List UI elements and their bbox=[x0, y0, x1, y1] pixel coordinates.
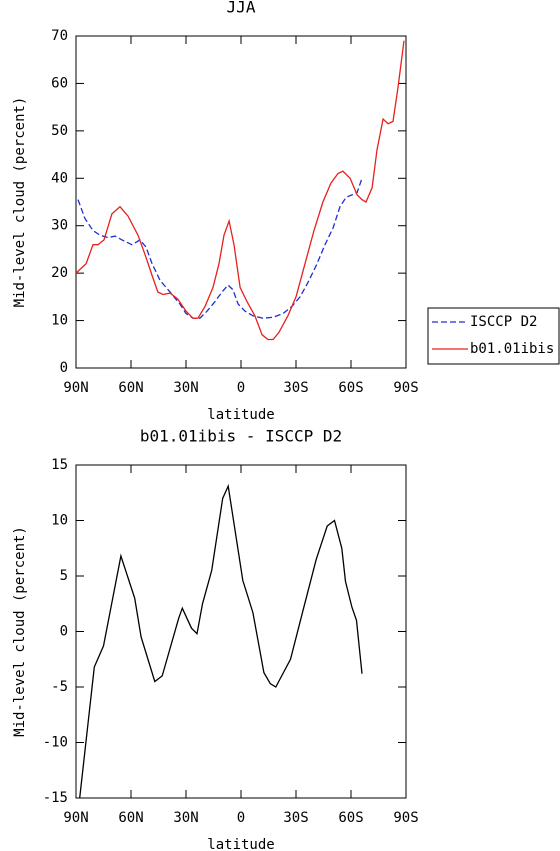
x-tick-label: 60S bbox=[338, 810, 363, 826]
x-tick-label: 90N bbox=[63, 810, 88, 826]
series-line bbox=[79, 483, 363, 799]
y-tick-label: 10 bbox=[51, 313, 68, 329]
chart-title: JJA bbox=[227, 0, 256, 17]
legend-label: ISCCP D2 bbox=[470, 314, 537, 330]
chart-title: b01.01ibis - ISCCP D2 bbox=[140, 427, 342, 446]
plot-frame bbox=[75, 464, 407, 799]
legend-box bbox=[427, 307, 560, 365]
y-tick-label: -5 bbox=[51, 679, 68, 695]
series-line bbox=[77, 178, 363, 319]
y-tick-label: 40 bbox=[51, 170, 68, 186]
x-tick-label: 90S bbox=[393, 380, 418, 396]
y-axis-label: Mid-level cloud (percent) bbox=[12, 526, 28, 737]
y-tick-label: 70 bbox=[51, 28, 68, 44]
y-tick-label: -10 bbox=[43, 735, 68, 751]
y-tick-label: 20 bbox=[51, 265, 68, 281]
y-axis-label: Mid-level cloud (percent) bbox=[12, 97, 28, 308]
y-tick-label: 5 bbox=[60, 568, 68, 584]
x-tick-label: 30S bbox=[283, 810, 308, 826]
x-tick-label: 90N bbox=[63, 380, 88, 396]
y-tick-label: 0 bbox=[60, 360, 68, 376]
x-axis-label: latitude bbox=[207, 407, 274, 423]
x-tick-label: 30N bbox=[173, 810, 198, 826]
legend-label: b01.01ibis bbox=[470, 341, 554, 357]
x-tick-label: 60N bbox=[118, 810, 143, 826]
y-tick-label: -15 bbox=[43, 790, 68, 806]
x-tick-label: 90S bbox=[393, 810, 418, 826]
y-tick-label: 15 bbox=[51, 457, 68, 473]
x-tick-label: 60S bbox=[338, 380, 363, 396]
x-tick-label: 60N bbox=[118, 380, 143, 396]
y-tick-label: 10 bbox=[51, 513, 68, 529]
y-tick-label: 60 bbox=[51, 75, 68, 91]
x-tick-label: 30S bbox=[283, 380, 308, 396]
x-tick-label: 30N bbox=[173, 380, 198, 396]
series-line bbox=[75, 40, 405, 341]
y-tick-label: 30 bbox=[51, 218, 68, 234]
plot-frame bbox=[75, 35, 407, 369]
y-tick-label: 0 bbox=[60, 624, 68, 640]
x-tick-label: 0 bbox=[237, 380, 245, 396]
x-axis-label: latitude bbox=[207, 837, 274, 851]
y-tick-label: 50 bbox=[51, 123, 68, 139]
x-tick-label: 0 bbox=[237, 810, 245, 826]
